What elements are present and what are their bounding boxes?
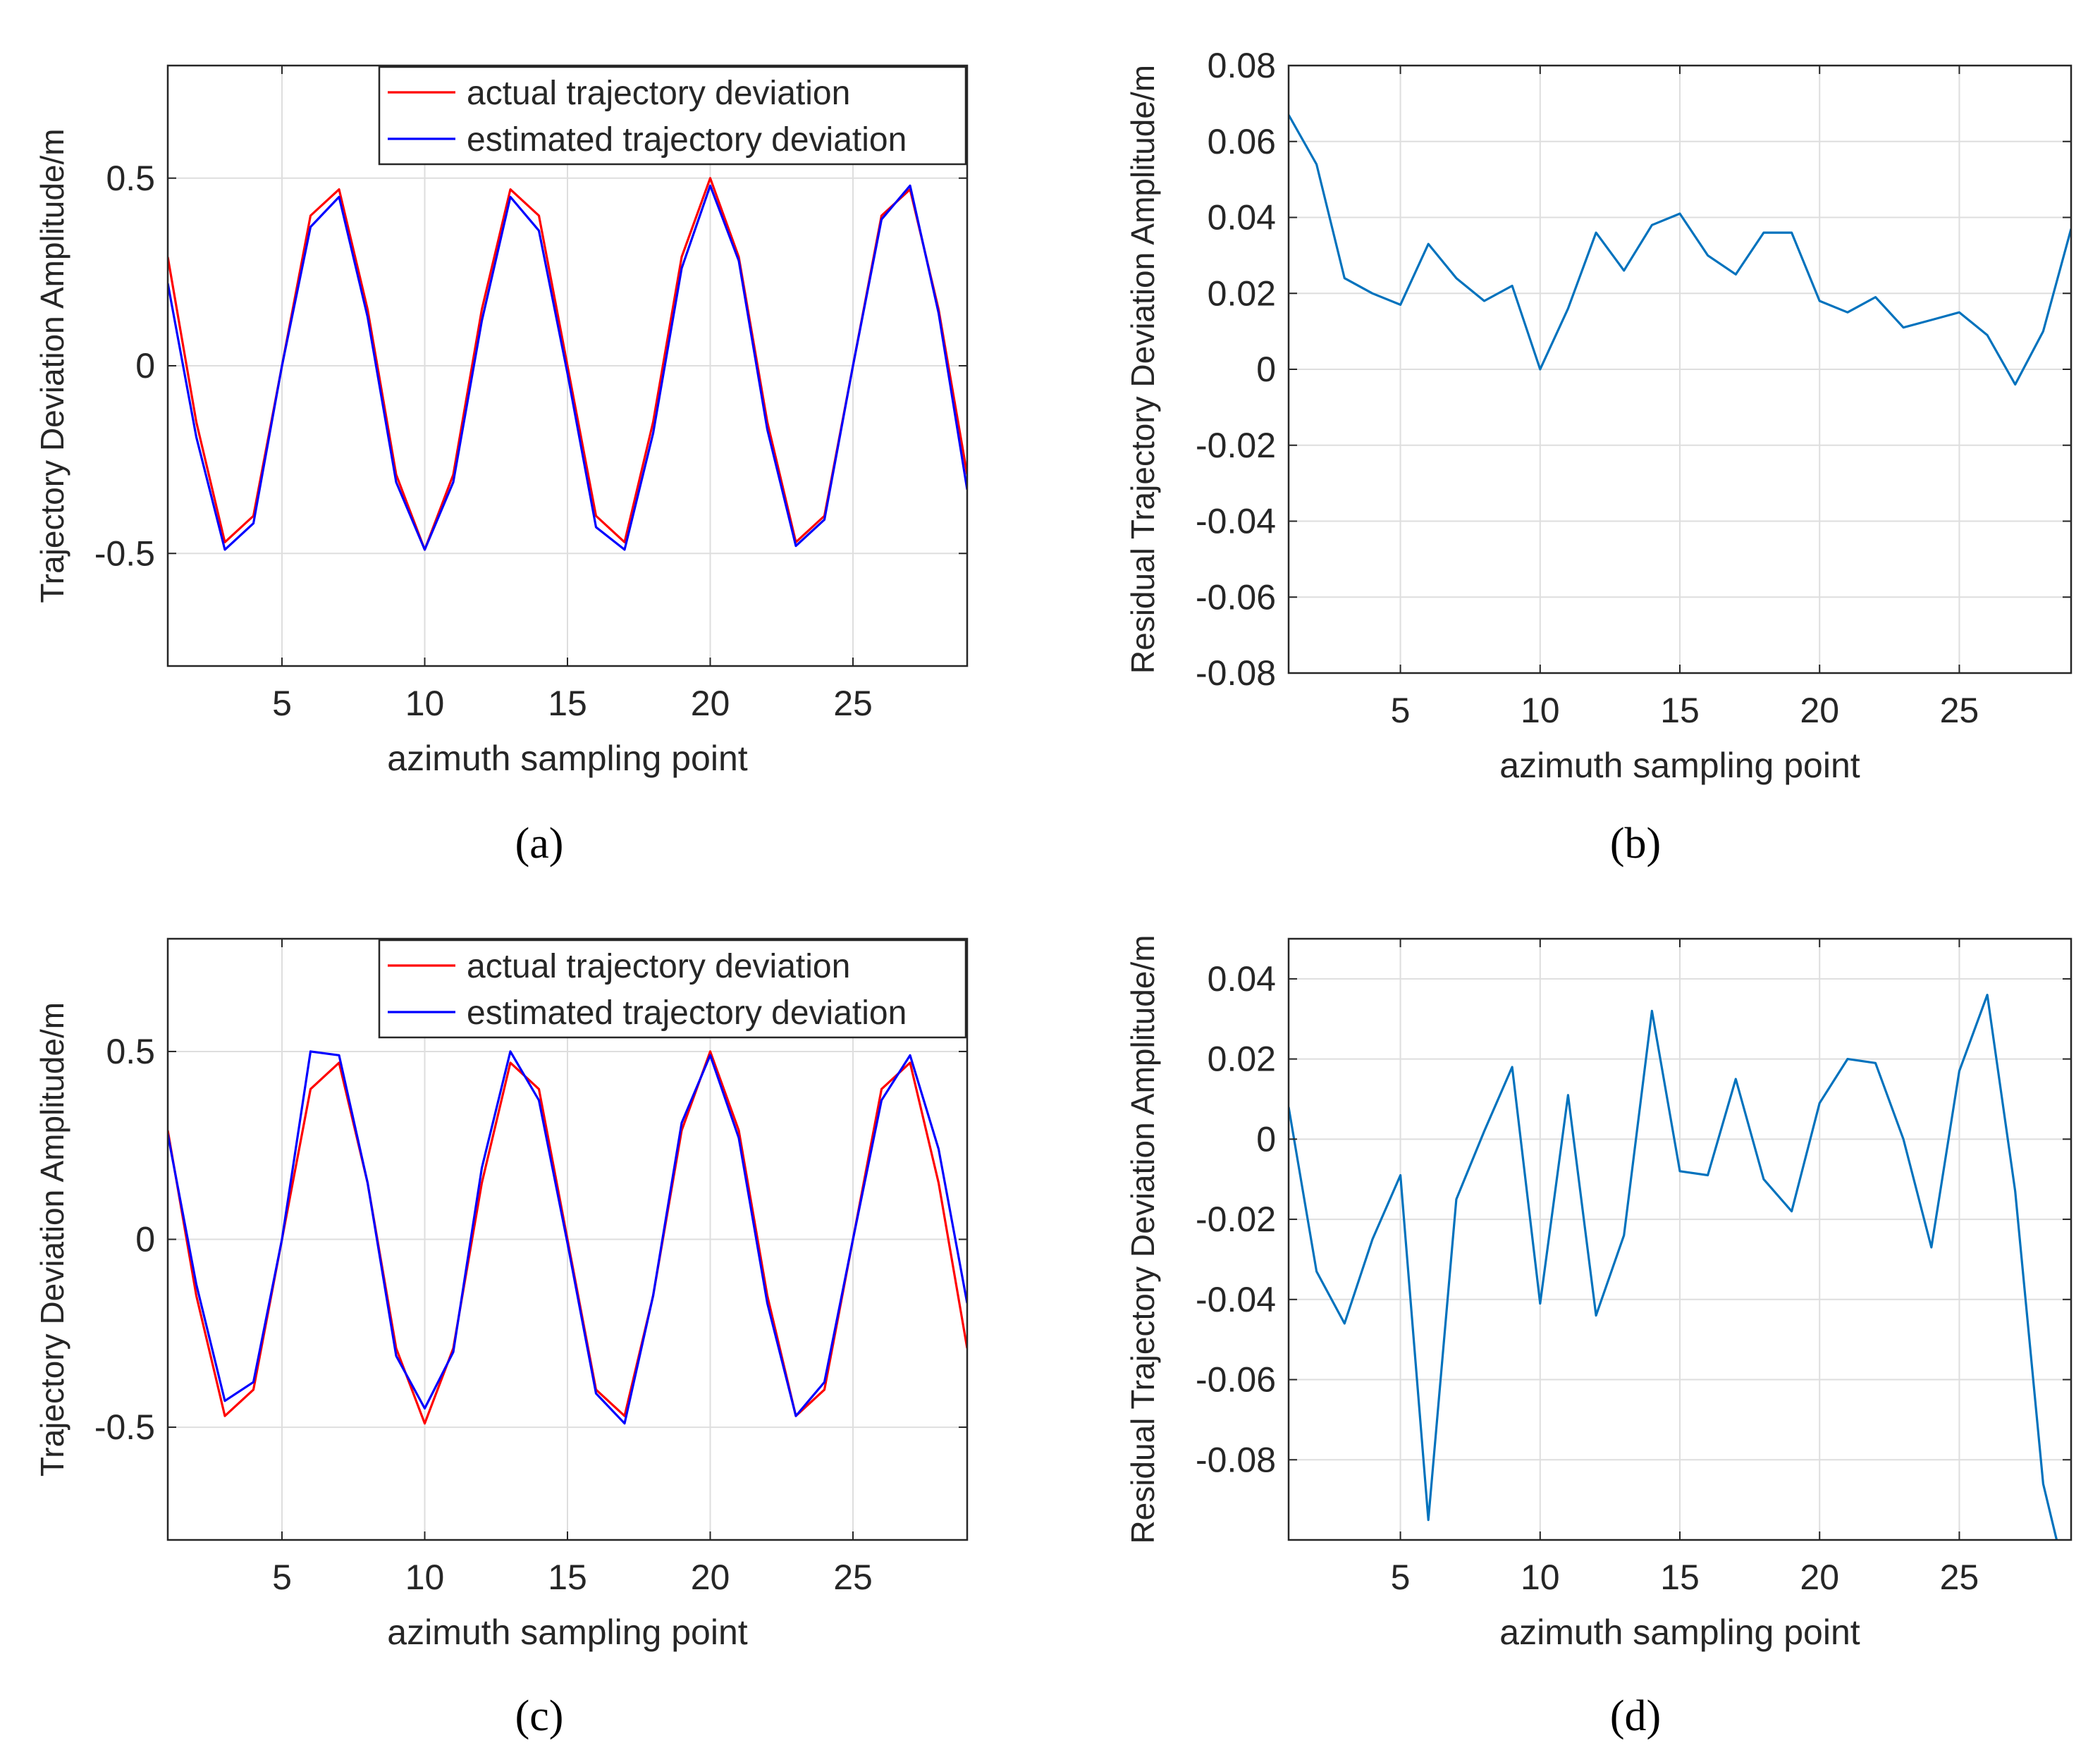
x-tick-label: 20 [1800,1558,1839,1597]
y-tick-label: 0.08 [1208,46,1276,85]
x-axis-label: azimuth sampling point [1499,1613,1860,1652]
y-tick-label: 0.02 [1208,273,1276,313]
legend-label: estimated trajectory deviation [467,121,907,159]
panel-c: 5 10 15 20 25 -0.5 0 0.5 azimuth sampling point T… [34,937,969,1652]
x-tick-label: 15 [548,1558,587,1597]
caption-a: (a) [515,820,564,868]
series-line-estimated-trajectory-deviation [168,1050,967,1425]
panel-a: 5 10 15 20 25 -0.5 0 0.5 azimuth sampling point T… [34,64,969,778]
y-tick-label: 0 [135,346,155,386]
panel-b: 5 10 15 20 25 -0.08 -0.06 -0.04 -0.02 0 0.02 0.04 0.… [1124,46,2073,785]
legend-label: actual trajectory deviation [467,948,850,985]
x-tick-label: 25 [833,1558,873,1597]
y-tick-label: 0.04 [1208,959,1276,999]
y-tick-label: -0.08 [1196,1440,1276,1479]
legend-label: estimated trajectory deviation [467,994,907,1032]
y-tick-label: 0.02 [1208,1040,1276,1079]
y-tick-label: 0.06 [1208,122,1276,161]
x-tick-label: 25 [833,684,873,723]
x-tick-label: 20 [691,684,730,723]
y-axis-label: Trajectory Deviation Amplitude/m [34,1002,70,1477]
caption-c: (c) [515,1692,564,1740]
y-tick-label: 0.04 [1208,198,1276,238]
legend-box [378,66,967,166]
caption-d: (d) [1610,1692,1661,1740]
caption-b: (b) [1610,820,1661,868]
x-tick-label: 5 [272,1558,292,1597]
x-tick-label: 15 [548,684,587,723]
series-line-residual [1289,114,2071,386]
y-tick-label: 0 [1256,350,1276,389]
legend-label: actual trajectory deviation [467,75,850,112]
y-tick-label: -0.02 [1196,426,1276,465]
legend: actual trajectory deviation estimated tra… [378,66,967,166]
x-tick-label: 15 [1660,1558,1700,1597]
x-tick-label: 20 [691,1558,730,1597]
y-tick-label: 0.5 [106,159,155,198]
y-tick-label: -0.06 [1196,1360,1276,1400]
x-axis-label: azimuth sampling point [387,739,747,778]
series-line-estimated-trajectory-deviation [168,184,967,551]
x-tick-label: 5 [272,684,292,723]
y-tick-label: -0.08 [1196,653,1276,693]
y-tick-label: -0.06 [1196,577,1276,617]
y-tick-label: -0.04 [1196,1280,1276,1319]
y-tick-label: 0.5 [106,1032,155,1071]
x-tick-label: 5 [1391,1558,1411,1597]
x-axis-label: azimuth sampling point [1499,746,1860,785]
y-tick-label: 0 [135,1220,155,1259]
x-tick-label: 20 [1800,691,1839,730]
y-tick-label: -0.5 [94,534,155,573]
y-tick-label: -0.04 [1196,502,1276,541]
y-tick-label: 0 [1256,1119,1276,1159]
y-axis-label: Residual Trajectory Deviation Amplitude/… [1124,65,1161,674]
panel-d: 5 10 15 20 25 -0.08 -0.06 -0.04 -0.02 0 0.02 0.04 az… [1124,935,2073,1652]
y-tick-label: -0.02 [1196,1200,1276,1239]
y-axis-label: Residual Trajectory Deviation Amplitude/… [1124,935,1161,1543]
series-line-residual [1289,993,2058,1540]
x-tick-label: 10 [1521,691,1560,730]
y-tick-label: -0.5 [94,1407,155,1447]
x-tick-label: 10 [405,1558,445,1597]
x-tick-label: 5 [1391,691,1411,730]
legend-box [378,939,967,1039]
legend: actual trajectory deviation estimated tra… [378,939,967,1039]
x-axis-label: azimuth sampling point [387,1613,747,1652]
x-tick-label: 25 [1940,691,1979,730]
x-tick-label: 15 [1660,691,1700,730]
x-tick-label: 25 [1940,1558,1979,1597]
y-axis-label: Trajectory Deviation Amplitude/m [34,128,70,603]
x-tick-label: 10 [1521,1558,1560,1597]
x-tick-label: 10 [405,684,445,723]
